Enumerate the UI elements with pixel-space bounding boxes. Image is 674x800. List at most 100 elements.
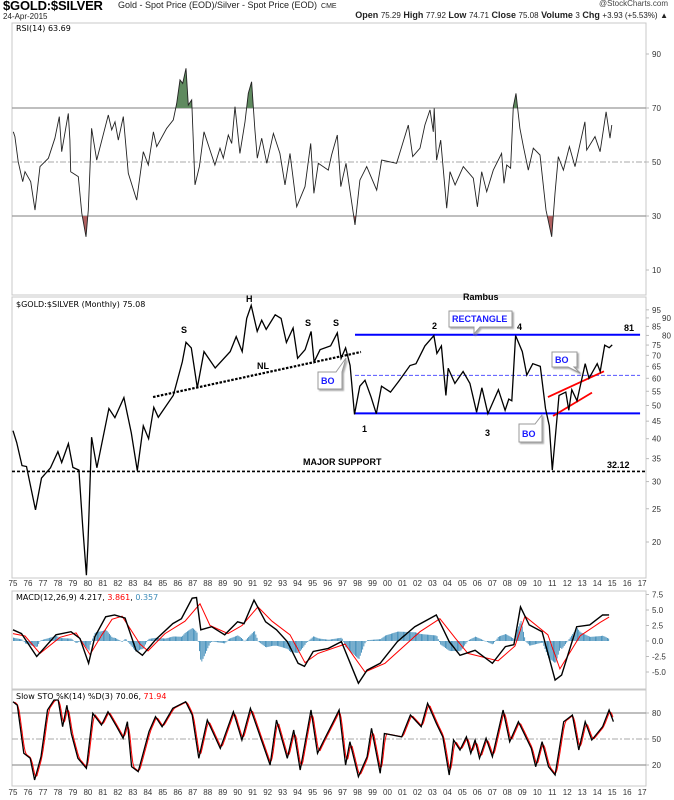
macd-histogram-bar bbox=[85, 641, 86, 647]
symbol-title: $GOLD:$SILVER bbox=[3, 0, 103, 13]
rsi-y-tick-label: 10 bbox=[652, 266, 661, 275]
macd-line bbox=[12, 596, 610, 685]
macd-histogram-bar bbox=[322, 639, 324, 641]
macd-histogram-bar bbox=[68, 638, 70, 641]
macd-histogram-bar bbox=[268, 641, 270, 647]
price-y-tick-label: 75 bbox=[652, 341, 661, 350]
macd-panel-frame bbox=[11, 590, 647, 690]
macd-histogram-bar bbox=[29, 641, 31, 646]
macd-histogram-bar bbox=[147, 640, 149, 641]
x-tick-label: 11 bbox=[548, 579, 557, 588]
price-y-tick-label: 90 bbox=[662, 314, 671, 323]
sto-d-line bbox=[14, 699, 614, 777]
macd-histogram-bar bbox=[359, 641, 361, 656]
high-value: 77.92 bbox=[425, 11, 446, 20]
macd-histogram-bar bbox=[202, 641, 204, 659]
macd-histogram-bar bbox=[387, 634, 389, 641]
macd-histogram-bar bbox=[543, 641, 545, 646]
macd-histogram-bar bbox=[219, 641, 221, 643]
macd-histogram-bar bbox=[448, 641, 450, 651]
macd-histogram-bar bbox=[230, 638, 232, 641]
macd-histogram-bar bbox=[571, 635, 572, 641]
macd-histogram-bar bbox=[260, 641, 262, 644]
macd-histogram-bar bbox=[125, 639, 127, 641]
macd-histogram-bar bbox=[183, 634, 185, 641]
macd-histogram-bar bbox=[221, 641, 223, 644]
volume-value: 3 bbox=[575, 11, 580, 20]
macd-histogram-bar bbox=[241, 638, 242, 641]
rectangle-top-value: 81 bbox=[624, 323, 634, 333]
x-tick-label: 09 bbox=[518, 579, 527, 588]
macd-histogram-bar bbox=[374, 639, 376, 641]
price-y-tick-label: 20 bbox=[652, 538, 661, 547]
chg-up-arrow-icon: ▲ bbox=[660, 11, 668, 20]
sto-d-value: 71.94 bbox=[144, 692, 167, 701]
macd-histogram-bar bbox=[337, 638, 338, 641]
macd-histogram-bar bbox=[233, 636, 235, 641]
macd-histogram-bar bbox=[248, 636, 250, 641]
macd-histogram-bar bbox=[357, 641, 359, 659]
macd-histogram-bar bbox=[562, 641, 564, 648]
macd-histogram-bar bbox=[39, 641, 41, 642]
macd-histogram-bar bbox=[383, 636, 385, 641]
x-tick-label: 79 bbox=[68, 579, 77, 588]
x-tick-label: 05 bbox=[458, 788, 467, 797]
macd-histogram-bar bbox=[67, 638, 68, 641]
macd-histogram-bar bbox=[345, 641, 347, 648]
macd-histogram-bar bbox=[493, 641, 494, 644]
macd-histogram-bar bbox=[483, 640, 485, 641]
macd-histogram-bar bbox=[71, 639, 73, 641]
right-shoulder-label-2: S bbox=[333, 318, 339, 328]
macd-histogram-bar bbox=[87, 641, 89, 650]
macd-signal-value: 3.861 bbox=[107, 593, 130, 602]
brand-link[interactable]: @StockCharts.com bbox=[598, 0, 668, 8]
macd-histogram-bar bbox=[265, 641, 266, 647]
x-tick-label: 13 bbox=[578, 788, 587, 797]
macd-histogram-bar bbox=[232, 637, 234, 641]
macd-histogram-bar bbox=[325, 639, 326, 641]
macd-y-tick-label: 2.5 bbox=[652, 622, 664, 631]
x-tick-label: 75 bbox=[9, 579, 18, 588]
macd-histogram-bar bbox=[446, 641, 448, 649]
macd-histogram-bar bbox=[106, 631, 108, 641]
bo-callout-3: BO bbox=[518, 413, 543, 443]
macd-histogram-bar bbox=[143, 641, 145, 647]
macd-histogram-bar bbox=[177, 636, 179, 641]
x-tick-label: 15 bbox=[608, 579, 617, 588]
macd-histogram-bar bbox=[404, 631, 406, 641]
macd-histogram-bar bbox=[497, 636, 499, 641]
macd-histogram-bar bbox=[287, 641, 289, 650]
macd-histogram-bar bbox=[380, 639, 382, 641]
macd-histogram-bar bbox=[315, 637, 317, 641]
macd-histogram-bar bbox=[223, 641, 224, 644]
x-tick-label: 93 bbox=[278, 579, 287, 588]
macd-histogram-bar bbox=[513, 638, 515, 641]
macd-histogram-bar bbox=[23, 641, 25, 643]
low-value: 74.71 bbox=[468, 11, 489, 20]
macd-histogram-bar bbox=[292, 641, 294, 653]
macd-histogram-bar bbox=[542, 641, 544, 643]
macd-histogram-bar bbox=[277, 641, 278, 646]
macd-histogram-bar bbox=[445, 641, 446, 648]
x-tick-label: 03 bbox=[428, 579, 437, 588]
macd-histogram bbox=[13, 620, 610, 663]
x-tick-label: 77 bbox=[39, 579, 48, 588]
macd-histogram-bar bbox=[17, 638, 19, 641]
macd-histogram-bar bbox=[316, 637, 318, 641]
macd-histogram-bar bbox=[307, 641, 308, 642]
macd-histogram-bar bbox=[182, 635, 184, 641]
macd-histogram-bar bbox=[128, 641, 130, 643]
x-tick-label: 15 bbox=[608, 788, 617, 797]
macd-histogram-bar bbox=[160, 638, 162, 641]
x-tick-label: 80 bbox=[83, 579, 92, 588]
x-tick-label: 99 bbox=[368, 579, 377, 588]
x-tick-label: 94 bbox=[293, 788, 302, 797]
macd-histogram-bar bbox=[340, 637, 342, 641]
macd-histogram-bar bbox=[218, 641, 220, 643]
macd-histogram-bar bbox=[109, 633, 110, 641]
macd-histogram-bar bbox=[320, 638, 322, 641]
macd-histogram-bar bbox=[567, 640, 569, 642]
macd-histogram-bar bbox=[188, 630, 190, 641]
macd-histogram-bar bbox=[344, 641, 346, 645]
price-y-tick-label: 60 bbox=[652, 374, 661, 383]
